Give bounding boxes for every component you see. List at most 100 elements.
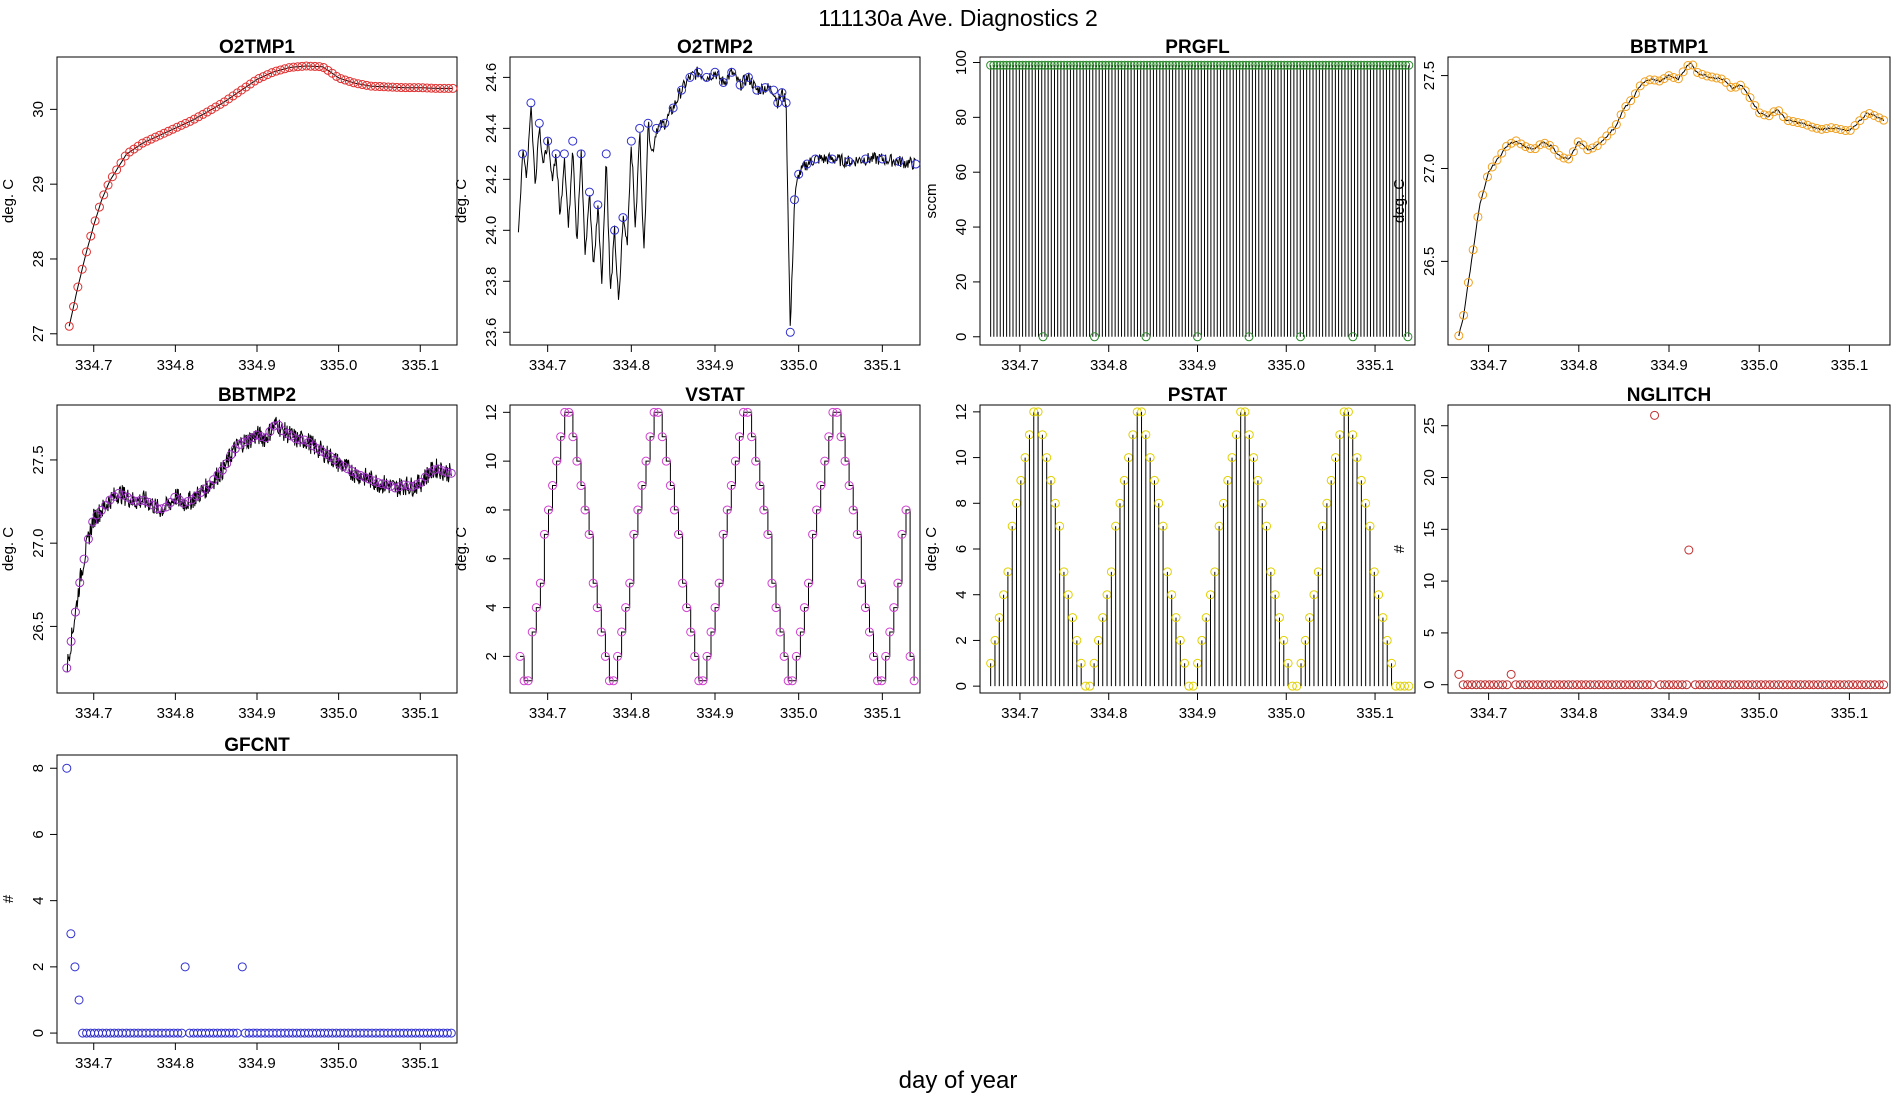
data-marker <box>1282 60 1292 70</box>
data-marker <box>1372 60 1382 70</box>
data-marker <box>1480 680 1490 690</box>
data-marker <box>1511 680 1521 690</box>
data-marker <box>718 529 728 539</box>
data-marker <box>1212 60 1222 70</box>
data-marker <box>1190 60 1200 70</box>
data-marker <box>1788 117 1798 127</box>
data-marker <box>1861 680 1871 690</box>
data-marker <box>64 321 74 331</box>
data-marker <box>673 529 683 539</box>
data-marker <box>235 439 245 449</box>
data-marker <box>795 627 805 637</box>
data-marker <box>1525 144 1535 154</box>
data-marker <box>552 456 562 466</box>
data-marker <box>1350 60 1360 70</box>
data-marker <box>686 627 696 637</box>
data-marker <box>1075 60 1085 70</box>
data-marker <box>431 83 441 93</box>
data-marker <box>1382 635 1392 645</box>
data-marker <box>1027 60 1037 70</box>
data-marker <box>519 676 529 686</box>
data-marker <box>1826 123 1836 133</box>
data-marker <box>1274 613 1284 623</box>
data-marker <box>1459 310 1469 320</box>
data-marker <box>1848 680 1858 690</box>
outlier-marker <box>1650 410 1660 420</box>
y-tick-label: 23.6 <box>483 318 500 347</box>
data-marker <box>767 578 777 588</box>
data-marker <box>572 456 582 466</box>
data-marker <box>1049 60 1059 70</box>
data-marker <box>1287 681 1297 691</box>
data-marker <box>317 446 327 456</box>
data-marker <box>1024 60 1034 70</box>
data-marker <box>1056 60 1066 70</box>
data-marker <box>1629 680 1639 690</box>
data-marker <box>1559 153 1569 163</box>
outlier-marker <box>180 962 190 972</box>
panel-bbtmp1: BBTMP1 334.7 334.8 334.9 335.0 335.1 26.5 27.0 2… <box>1391 37 1891 374</box>
y-tick-label: 27.5 <box>1421 61 1438 90</box>
data-marker <box>1404 60 1414 70</box>
data-marker <box>1812 123 1822 133</box>
data-marker <box>1162 567 1172 577</box>
data-marker <box>286 431 296 441</box>
data-marker <box>1492 155 1502 165</box>
data-marker <box>435 83 445 93</box>
data-marker <box>588 578 598 588</box>
data-marker <box>1817 124 1827 134</box>
data-marker <box>1171 60 1181 70</box>
series-step-line <box>520 411 915 682</box>
data-marker <box>1167 590 1177 600</box>
data-marker <box>1603 680 1613 690</box>
data-marker <box>1346 60 1356 70</box>
x-tick-label: 334.8 <box>157 705 195 722</box>
series-line <box>68 65 453 327</box>
panel-o2tmp1: O2TMP1 334.7 334.8 334.9 335.0 335.1 27 28 29 30 d… <box>0 37 458 374</box>
data-marker <box>1244 60 1254 70</box>
data-marker <box>1800 680 1810 690</box>
data-marker <box>1535 140 1545 150</box>
data-marker <box>752 85 762 95</box>
data-marker <box>1804 680 1814 690</box>
data-marker <box>1620 680 1630 690</box>
data-marker <box>568 432 578 442</box>
data-marker <box>645 432 655 442</box>
data-marker <box>635 123 645 133</box>
data-marker <box>641 456 651 466</box>
data-marker <box>1289 60 1299 70</box>
data-marker <box>1249 453 1259 463</box>
data-marker <box>1362 60 1372 70</box>
data-marker <box>1244 430 1254 440</box>
data-marker <box>189 114 199 124</box>
data-marker <box>771 603 781 613</box>
x-tick-label: 334.9 <box>1650 705 1688 722</box>
data-marker <box>633 505 643 515</box>
y-tick-label: 24.2 <box>483 165 500 194</box>
data-marker <box>1343 407 1353 417</box>
data-marker <box>1395 681 1405 691</box>
y-axis-label: deg. C <box>0 527 17 571</box>
data-marker <box>621 603 631 613</box>
plot-frame <box>56 754 458 1044</box>
outlier-marker <box>62 763 72 773</box>
data-marker <box>593 200 603 210</box>
data-marker <box>1005 60 1015 70</box>
data-marker <box>83 534 93 544</box>
data-marker <box>836 432 846 442</box>
data-marker <box>267 68 277 78</box>
data-marker <box>848 505 858 515</box>
data-marker <box>1381 60 1391 70</box>
panel-nglitch: NGLITCH 334.7 334.8 334.9 335.0 335.1 0 5 10 15 20… <box>1391 385 1891 722</box>
data-marker <box>1196 60 1206 70</box>
data-marker <box>1633 680 1643 690</box>
data-marker <box>1053 60 1063 70</box>
data-marker <box>989 60 999 70</box>
x-tick-label: 334.7 <box>529 705 567 722</box>
y-tick-label: 24.6 <box>483 63 500 92</box>
data-marker <box>832 407 842 417</box>
y-tick-label: 6 <box>483 555 500 563</box>
data-marker <box>334 458 344 468</box>
